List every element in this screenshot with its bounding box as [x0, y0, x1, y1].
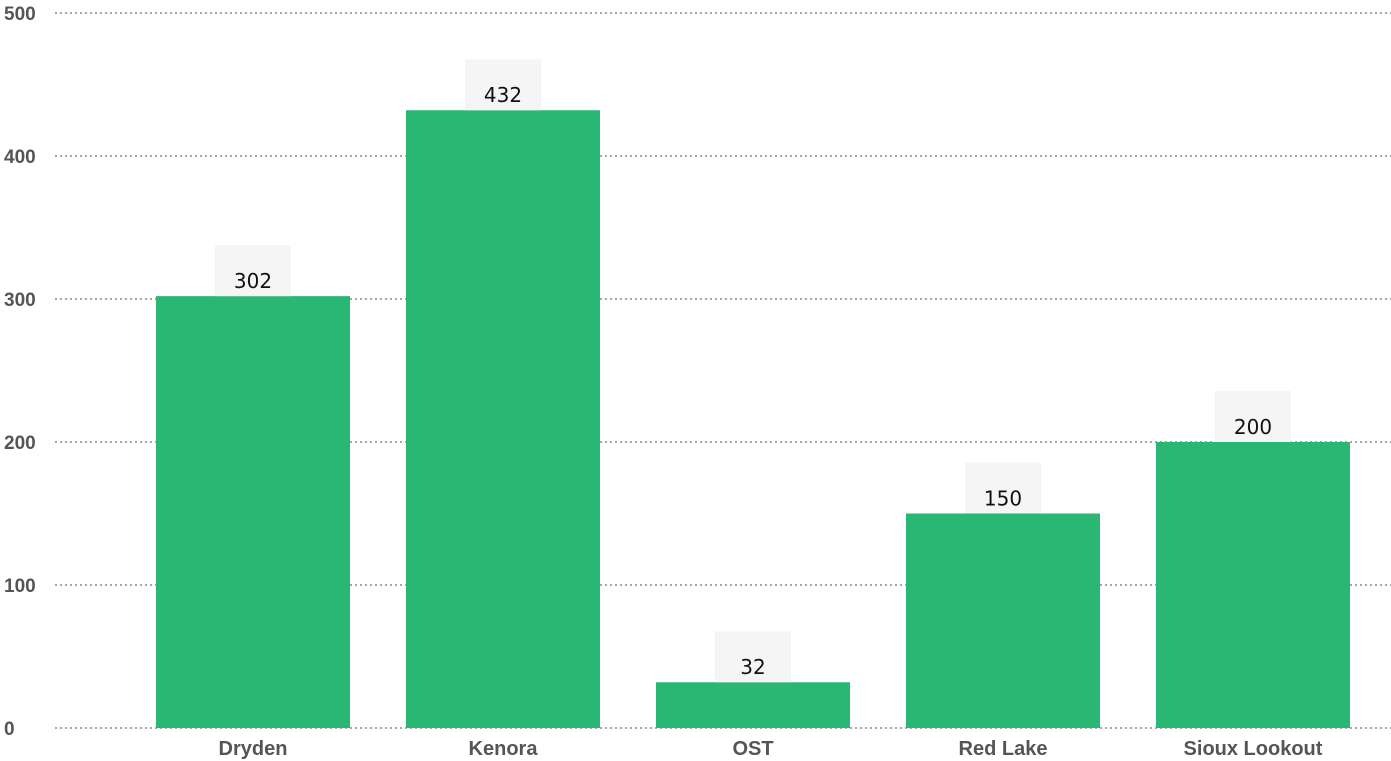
bars: [156, 110, 1350, 729]
y-axis-ticks: 0 100 200 300 400 500: [4, 4, 36, 740]
data-label-background: [465, 59, 541, 111]
y-tick-label: 100: [4, 576, 36, 597]
data-label: 302: [234, 269, 272, 293]
x-tick-label: OST: [732, 738, 773, 760]
data-label: 432: [484, 83, 522, 107]
x-axis-ticks: Dryden Kenora OST Red Lake Sioux Lookout: [219, 738, 1323, 760]
data-label: 32: [740, 655, 765, 679]
y-tick-label: 0: [4, 719, 15, 740]
y-tick-label: 300: [4, 290, 36, 311]
y-tick-label: 200: [4, 433, 36, 454]
data-label: 150: [984, 487, 1022, 511]
data-label-background: [215, 245, 291, 297]
data-label-background: [1215, 391, 1291, 442]
x-tick-label: Red Lake: [959, 738, 1048, 760]
bar: [156, 296, 350, 728]
data-labels: 302 432 32 150 200: [215, 59, 1291, 683]
y-tick-label: 400: [4, 147, 36, 168]
x-tick-label: Kenora: [469, 738, 539, 760]
bar: [1156, 442, 1350, 728]
data-label: 200: [1234, 415, 1272, 439]
data-label-background: [715, 631, 791, 683]
bar: [906, 513, 1100, 728]
data-label-background: [965, 462, 1041, 514]
bar: [406, 110, 600, 729]
x-tick-label: Dryden: [219, 738, 288, 760]
x-tick-label: Sioux Lookout: [1184, 738, 1323, 760]
bar: [656, 682, 850, 728]
y-tick-label: 500: [4, 4, 36, 25]
